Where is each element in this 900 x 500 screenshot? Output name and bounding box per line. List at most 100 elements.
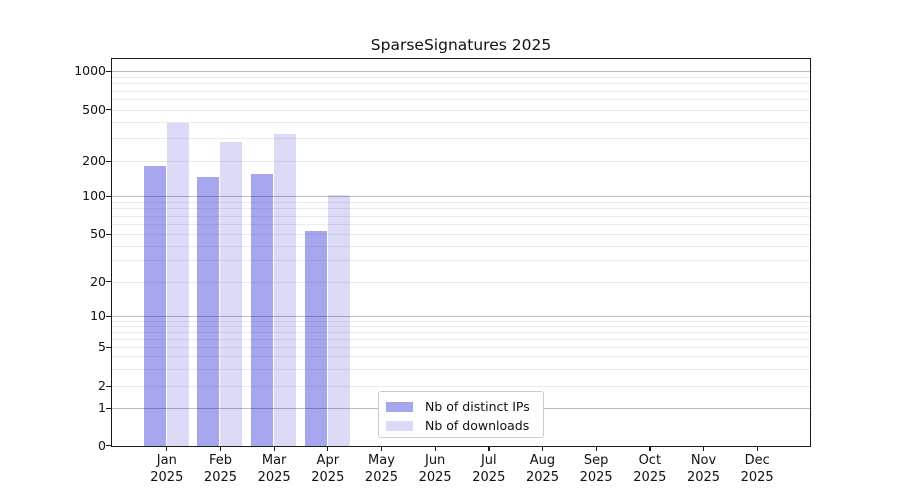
bar-distinct-ips (143, 166, 166, 446)
x-tick-month: Aug (529, 453, 556, 468)
y-tick-label: 5 (98, 339, 106, 354)
x-tick-label: Jun 2025 (403, 452, 467, 486)
x-tick-label: Mar 2025 (242, 452, 306, 486)
x-tick-month: Nov (690, 453, 717, 468)
gridline-minor (112, 338, 810, 340)
y-tick-label: 2 (98, 378, 106, 393)
y-tick-mark (106, 109, 111, 111)
x-tick-year: 2025 (150, 470, 184, 485)
x-tick-mark (273, 446, 275, 451)
chart-title: SparseSignatures 2025 (370, 36, 552, 54)
x-tick-year: 2025 (418, 470, 452, 485)
x-tick-year: 2025 (257, 470, 291, 485)
gridline-minor (112, 281, 810, 283)
x-tick-month: Jun (424, 453, 446, 468)
x-tick-year: 2025 (633, 470, 667, 485)
gridline-minor (112, 138, 810, 140)
gridline-minor (112, 386, 810, 387)
y-tick-mark (106, 407, 111, 409)
x-tick-month: Jul (480, 453, 497, 468)
bar-downloads (166, 123, 189, 446)
x-tick-month: Mar (261, 453, 287, 468)
bar-downloads (220, 142, 243, 446)
x-tick-month: Dec (744, 453, 770, 468)
x-tick-year: 2025 (740, 470, 774, 485)
bar-downloads (327, 195, 350, 446)
x-tick-label: Feb 2025 (188, 452, 252, 486)
x-tick-month: Oct (638, 453, 662, 468)
x-tick-label: Dec 2025 (725, 452, 789, 486)
gridline-minor (112, 260, 810, 262)
x-tick-mark (380, 446, 383, 451)
x-tick-month: Feb (208, 453, 232, 468)
y-tick-mark (106, 385, 111, 387)
gridline-major (112, 316, 810, 317)
x-tick-label: Nov 2025 (672, 452, 736, 486)
x-tick-year: 2025 (686, 470, 721, 485)
x-tick-year: 2025 (311, 470, 345, 485)
x-tick-mark (703, 446, 705, 451)
gridline-minor (112, 325, 810, 327)
x-tick-mark (649, 446, 651, 451)
bar-distinct-ips (197, 176, 220, 446)
legend-label: Nb of downloads (425, 418, 530, 433)
x-tick-mark (166, 446, 168, 451)
x-tick-mark (488, 446, 490, 451)
x-tick-label: May 2025 (349, 452, 413, 486)
legend-box: Nb of distinct IPs Nb of downloads (378, 391, 544, 438)
legend-swatch-downloads-icon (386, 420, 413, 431)
bar-distinct-ips (251, 173, 274, 446)
gridline-minor (112, 208, 810, 210)
x-tick-month: Sep (583, 453, 609, 468)
y-tick-mark (106, 233, 111, 235)
x-tick-year: 2025 (579, 470, 613, 485)
y-tick-label: 50 (90, 226, 106, 241)
gridline-minor (112, 368, 810, 370)
gridline-minor (112, 347, 810, 348)
x-tick-year: 2025 (203, 470, 238, 485)
gridline-minor (112, 245, 810, 247)
bar-downloads (274, 133, 297, 446)
y-tick-mark (106, 315, 111, 317)
x-tick-year: 2025 (525, 470, 560, 485)
gridline-minor (112, 201, 810, 203)
y-tick-label: 1 (98, 400, 106, 415)
y-tick-mark (106, 195, 111, 197)
x-tick-mark (756, 446, 758, 451)
x-tick-month: Apr (316, 453, 340, 468)
y-tick-mark (106, 70, 111, 72)
plot-area (111, 58, 811, 447)
y-tick-label: 10 (90, 308, 106, 323)
gridline-minor (112, 90, 810, 92)
gridline-minor (112, 320, 810, 322)
legend-item: Nb of downloads (386, 416, 536, 435)
legend-label: Nb of distinct IPs (425, 399, 530, 414)
legend-swatch-distinct-ips-icon (386, 401, 413, 412)
x-tick-label: Apr 2025 (296, 452, 360, 486)
gridline-minor (112, 83, 810, 85)
x-tick-month: Jan (156, 453, 177, 468)
y-tick-label: 0 (98, 437, 106, 453)
x-tick-label: Sep 2025 (564, 452, 628, 486)
bar-distinct-ips (304, 230, 327, 446)
y-tick-mark (106, 346, 111, 348)
x-tick-month: May (368, 453, 395, 468)
x-tick-mark (434, 446, 436, 451)
x-tick-year: 2025 (472, 470, 506, 485)
x-tick-mark (595, 446, 597, 451)
x-tick-mark (541, 446, 544, 451)
gridline-major (112, 71, 810, 72)
gridline-minor (112, 356, 810, 358)
x-tick-label: Jan 2025 (135, 452, 199, 486)
gridline-minor (112, 109, 810, 111)
gridline-minor (112, 161, 810, 162)
gridline-minor (112, 76, 810, 78)
gridline-minor (112, 122, 810, 124)
y-tick-label: 100 (82, 188, 106, 203)
gridline-minor (112, 224, 810, 225)
gridline-minor (112, 234, 810, 235)
y-tick-mark (106, 445, 111, 447)
y-tick-label: 1000 (74, 63, 106, 78)
y-tick-mark (106, 160, 111, 162)
x-tick-mark (219, 446, 222, 451)
